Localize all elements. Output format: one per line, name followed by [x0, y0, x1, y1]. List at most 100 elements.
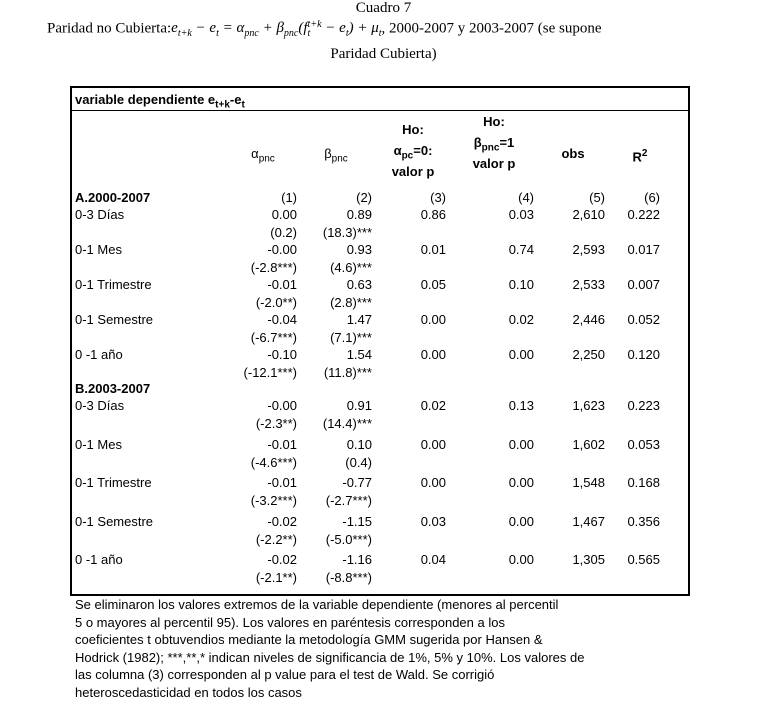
caption-suffix: , 2000-2007 y 2003-2007 (se supone: [381, 20, 602, 37]
t-stat: (-2.2**): [255, 531, 297, 547]
row-label: 0 -1 año: [75, 552, 123, 567]
row-label: 0-1 Mes: [75, 436, 122, 452]
subscript: pnc: [331, 153, 348, 165]
column-header: αpc=0:: [353, 143, 473, 165]
column-header: Ho:: [434, 114, 554, 130]
footnote-line: coeficientes t obtuvendios mediante la m…: [75, 632, 543, 647]
subscript: pnc: [481, 142, 500, 154]
column-number: (2): [356, 190, 372, 205]
t-stat: (4.6)***: [330, 260, 372, 275]
row-label: 0-3 Días: [75, 207, 125, 222]
text: β: [276, 20, 284, 37]
cell: 1.47: [346, 312, 372, 327]
t-stat: (-5.0***): [325, 531, 372, 547]
cell: -0.10: [267, 347, 297, 362]
cell: 0.053: [627, 436, 660, 452]
cell: 0.00: [420, 347, 446, 362]
caption-prefix: Paridad no Cubierta:: [47, 20, 172, 37]
table-frame: [70, 86, 690, 596]
text: obs: [561, 146, 585, 161]
text: variable dependiente e: [75, 92, 216, 107]
column-header: Ho:: [353, 122, 473, 138]
t-stat: (11.8)***: [323, 365, 372, 380]
cell: 0.222: [627, 207, 660, 222]
cell: 0.00: [271, 207, 297, 222]
column-number: (1): [281, 190, 297, 205]
text: R: [632, 149, 642, 165]
cell: -0.77: [342, 475, 372, 490]
cell: -1.15: [342, 513, 372, 529]
cell: 0.86: [420, 207, 446, 222]
t-stat: (-2.8***): [250, 260, 297, 275]
subscript: pnc: [283, 28, 299, 40]
column-header: αpnc: [203, 146, 323, 168]
cell: 0.00: [508, 513, 534, 529]
text: −: [191, 20, 210, 37]
t-stat: (-2.1**): [255, 570, 297, 585]
text: α: [236, 20, 245, 37]
subscript: pnc: [244, 28, 259, 40]
cell: 0.00: [420, 436, 446, 452]
script-stack: t+k t: [307, 19, 322, 39]
text: e: [171, 20, 178, 37]
formula: et+k − et = αpnc + βpnc(f t+k t − et) + μt: [171, 19, 382, 40]
footnote-line: 5 o mayores al percentil 95). Los valore…: [75, 614, 505, 630]
footnote-line: heteroscedasticidad en todos los casos: [75, 684, 302, 700]
text: valor p: [391, 164, 435, 179]
caption-line2: Paridad Cubierta): [330, 46, 437, 62]
text: α: [393, 143, 402, 158]
text: (: [298, 20, 304, 37]
t-stat: (2.8)***: [330, 295, 372, 310]
cell: 0.120: [627, 347, 660, 362]
cell: 1,467: [572, 513, 605, 529]
cell: 2,610: [572, 207, 605, 222]
cell: 0.91: [346, 398, 372, 413]
t-stat: (-12.1***): [243, 365, 297, 380]
column-header: obs: [513, 146, 633, 162]
cell: 0.02: [420, 398, 446, 413]
footnote-line: las columna (3) corresponden al p value …: [75, 667, 495, 682]
cell: 0.017: [627, 242, 660, 257]
column-number: (5): [589, 190, 605, 205]
t-stat: (-2.7***): [325, 493, 372, 508]
column-number: (3): [430, 190, 446, 205]
cell: 0.00: [508, 347, 534, 362]
caption: Paridad no Cubierta:et+k − et = αpnc + β…: [47, 20, 602, 42]
cell: 0.00: [508, 475, 534, 490]
superscript: t+k: [307, 19, 322, 30]
cell: 0.05: [420, 277, 446, 292]
text: +: [258, 20, 277, 37]
subscript: t: [345, 28, 349, 40]
cell: 1,305: [572, 552, 605, 567]
cell: 0.223: [627, 398, 660, 413]
cell: 0.00: [420, 312, 446, 327]
cell: 0.007: [627, 277, 660, 292]
row-label: 0-1 Semestre: [75, 312, 154, 327]
t-stat: (0.2): [270, 225, 297, 240]
text: valor p: [472, 156, 516, 171]
cell: -0.01: [267, 436, 297, 452]
text: β: [324, 146, 332, 161]
t-stat: (-2.3**): [255, 416, 297, 431]
t-stat: (-4.6***): [250, 454, 297, 470]
cell: 0.04: [420, 552, 446, 567]
t-stat: (-2.0**): [255, 295, 297, 310]
header-rule: [72, 110, 688, 111]
text: β: [473, 135, 482, 150]
text: =0:: [413, 143, 433, 158]
text: μ: [371, 20, 379, 37]
cell: 0.02: [508, 312, 534, 327]
cell: -0.04: [267, 312, 297, 327]
t-stat: (7.1)***: [330, 330, 372, 345]
cell: 1,548: [572, 475, 605, 490]
section-label: A.2000-2007: [75, 190, 151, 205]
subscript: t: [378, 28, 382, 40]
subscript: t+k: [177, 28, 192, 40]
text: −: [321, 20, 340, 37]
cell: 0.01: [420, 242, 446, 257]
text: α: [251, 146, 259, 161]
footnote-line: Se eliminaron los valores extremos de la…: [75, 597, 559, 612]
row-label: 0-3 Días: [75, 398, 125, 413]
row-label: 0 -1 año: [75, 347, 123, 362]
